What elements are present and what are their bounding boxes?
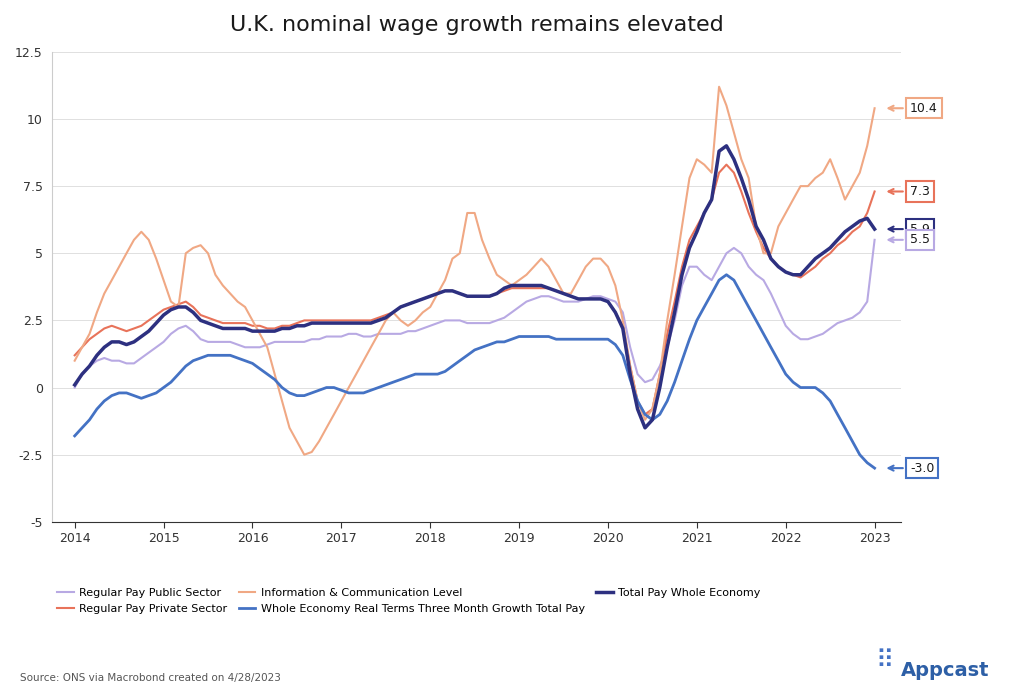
Legend: Regular Pay Public Sector, Regular Pay Private Sector, Information & Communicati: Regular Pay Public Sector, Regular Pay P… xyxy=(53,584,765,618)
Text: Source: ONS via Macrobond created on 4/28/2023: Source: ONS via Macrobond created on 4/2… xyxy=(20,673,282,683)
Text: ⠿: ⠿ xyxy=(876,649,894,673)
Text: 10.4: 10.4 xyxy=(889,102,938,115)
Text: 7.3: 7.3 xyxy=(889,185,930,198)
Text: 5.9: 5.9 xyxy=(889,222,930,236)
Text: -3.0: -3.0 xyxy=(889,461,935,475)
Title: U.K. nominal wage growth remains elevated: U.K. nominal wage growth remains elevate… xyxy=(230,15,724,35)
Text: Appcast: Appcast xyxy=(901,661,989,680)
Text: 5.5: 5.5 xyxy=(889,233,930,246)
